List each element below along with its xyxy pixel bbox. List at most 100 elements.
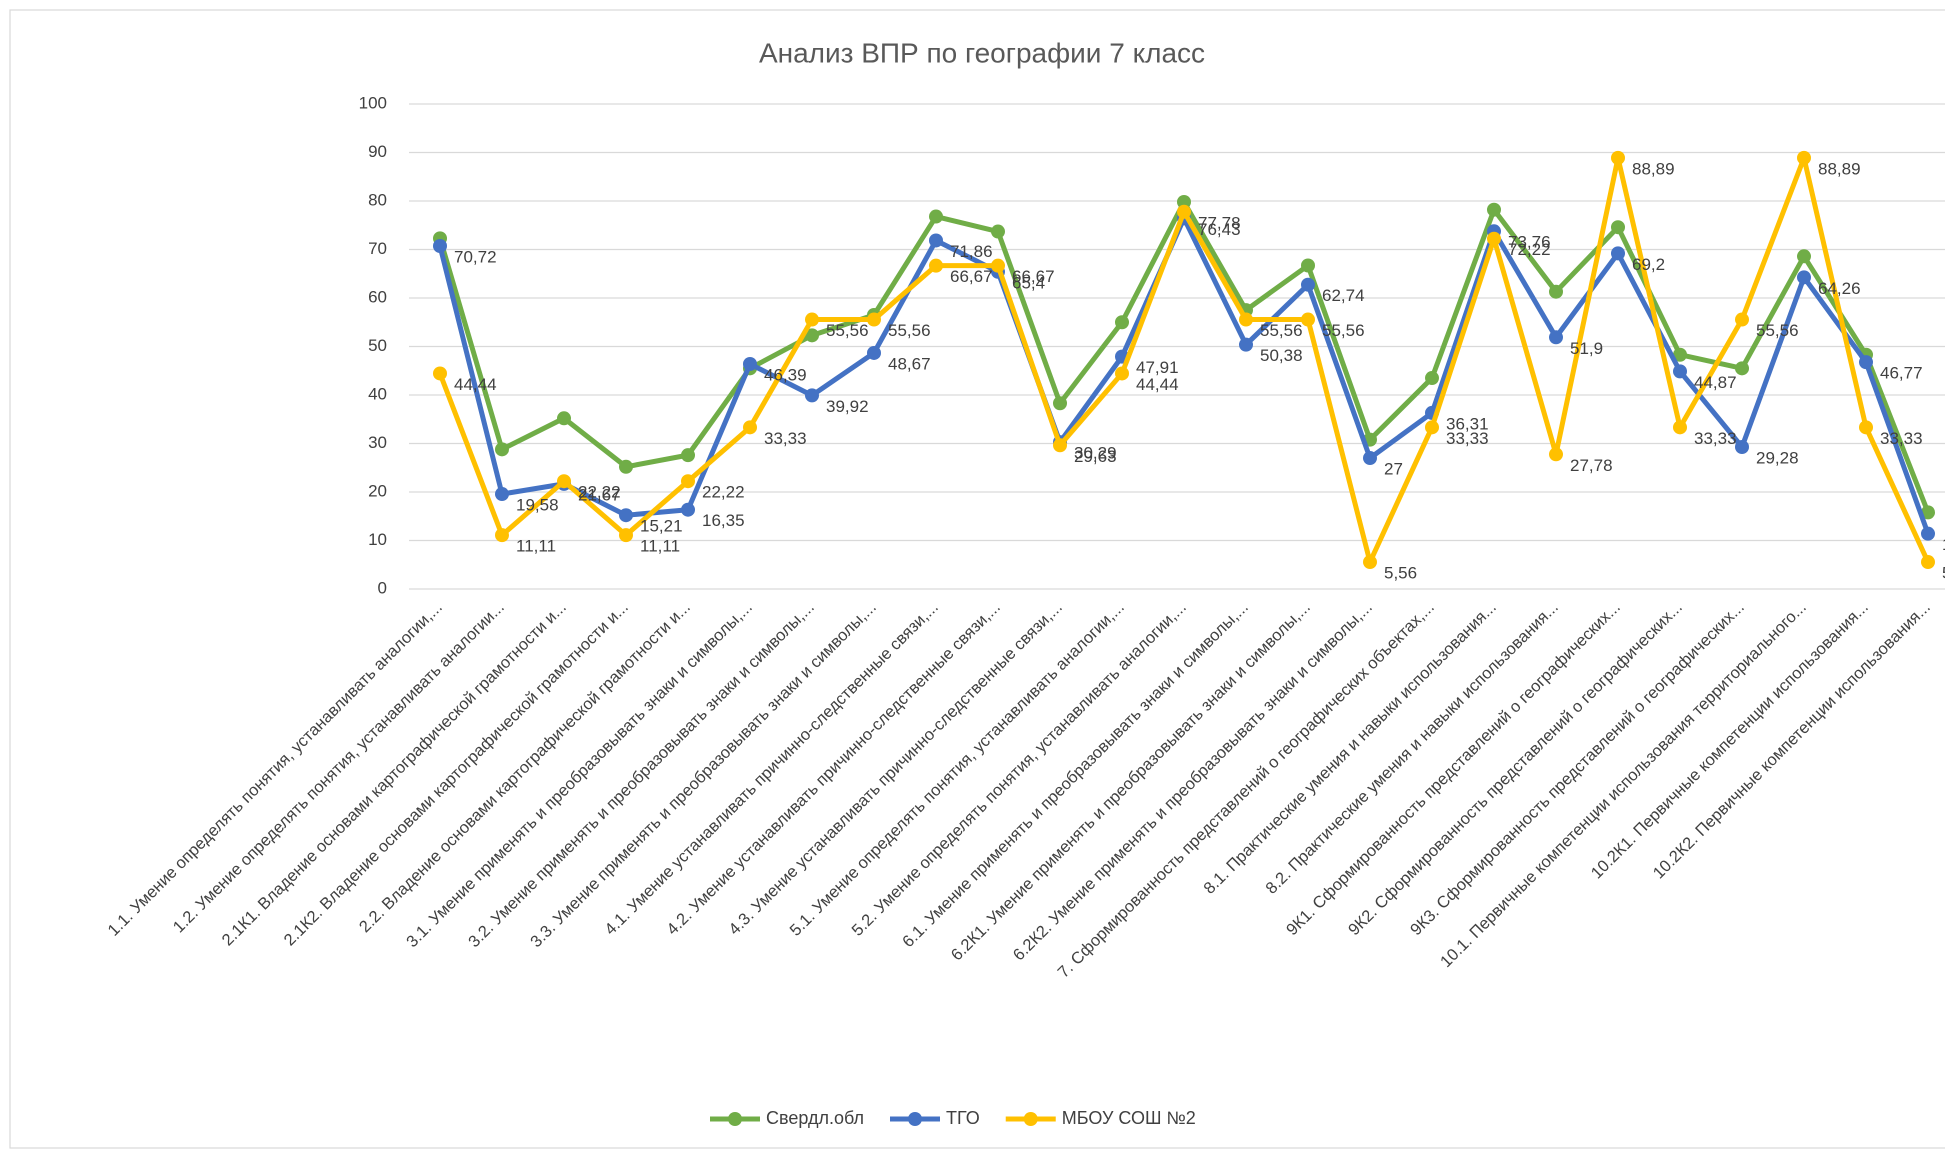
data-label: 88,89 — [1632, 159, 1675, 178]
data-point — [557, 474, 571, 489]
data-point — [1301, 312, 1315, 327]
data-point — [1735, 312, 1749, 327]
data-label: 44,44 — [1136, 375, 1179, 394]
data-label: 11,41 — [1942, 535, 1945, 554]
legend-label: МБОУ СОШ №2 — [1062, 1108, 1196, 1128]
data-point — [1239, 312, 1253, 327]
data-point — [681, 502, 695, 517]
data-label: 11,11 — [516, 537, 556, 556]
data-point — [1549, 330, 1563, 345]
data-point — [1611, 220, 1625, 235]
data-point — [1425, 371, 1439, 386]
data-point — [743, 420, 757, 435]
data-point — [1053, 438, 1067, 453]
data-label: 36,31 — [1446, 414, 1489, 433]
data-point — [557, 411, 571, 426]
data-point — [805, 312, 819, 327]
legend-marker — [1023, 1112, 1038, 1126]
data-point — [1673, 347, 1687, 362]
data-label: 50,38 — [1260, 346, 1303, 365]
data-label: 66,67 — [950, 267, 993, 286]
data-label: 29,28 — [1756, 448, 1799, 467]
data-label: 5,56 — [1384, 564, 1417, 583]
data-label: 55,56 — [888, 321, 931, 340]
data-point — [1363, 451, 1377, 466]
data-point — [929, 233, 943, 248]
data-point — [867, 312, 881, 327]
data-point — [1549, 284, 1563, 299]
data-point — [1301, 258, 1315, 273]
data-label: 47,91 — [1136, 358, 1179, 377]
data-label: 46,39 — [764, 365, 807, 384]
data-label: 51,9 — [1570, 339, 1603, 358]
data-label: 5,56 — [1942, 564, 1945, 583]
data-label: 69,2 — [1632, 255, 1665, 274]
data-point — [867, 345, 881, 360]
data-point — [681, 448, 695, 463]
data-point — [619, 528, 633, 543]
data-point — [1177, 194, 1191, 209]
data-point — [1797, 270, 1811, 285]
data-point — [1115, 366, 1129, 381]
data-point — [1859, 420, 1873, 435]
data-point — [495, 487, 509, 502]
data-point — [1735, 361, 1749, 376]
data-label: 27 — [1384, 460, 1403, 479]
data-point — [1239, 337, 1253, 352]
data-point — [1549, 447, 1563, 462]
data-point — [1797, 150, 1811, 165]
data-label: 30,29 — [1074, 444, 1117, 463]
data-point — [991, 224, 1005, 239]
data-label: 70,72 — [454, 247, 497, 266]
data-point — [1177, 204, 1191, 219]
data-label: 33,33 — [1694, 429, 1737, 448]
data-point — [743, 357, 757, 372]
data-point — [1487, 202, 1501, 217]
data-point — [495, 442, 509, 457]
y-tick-label: 90 — [368, 142, 387, 161]
data-point — [805, 388, 819, 403]
data-label: 16,35 — [702, 511, 745, 530]
data-label: 27,78 — [1570, 456, 1613, 475]
data-label: 62,74 — [1322, 286, 1365, 305]
data-label: 21,67 — [578, 485, 621, 504]
data-label: 33,33 — [1880, 429, 1923, 448]
data-label: 39,92 — [826, 397, 869, 416]
data-label: 71,86 — [950, 242, 993, 261]
y-tick-label: 50 — [368, 336, 387, 355]
y-tick-label: 40 — [368, 384, 387, 403]
data-label: 19,58 — [516, 496, 559, 515]
y-tick-label: 20 — [368, 481, 387, 500]
data-label: 15,21 — [640, 517, 683, 536]
data-label: 55,56 — [826, 321, 869, 340]
y-tick-label: 100 — [359, 93, 387, 112]
data-label: 48,67 — [888, 354, 931, 373]
data-label: 44,87 — [1694, 373, 1737, 392]
data-point — [1611, 150, 1625, 165]
data-point — [1673, 364, 1687, 379]
data-label: 76,43 — [1198, 220, 1241, 239]
legend-marker — [908, 1112, 922, 1126]
data-point — [619, 508, 633, 523]
data-point — [929, 209, 943, 224]
data-label: 33,33 — [1446, 429, 1489, 448]
data-point — [433, 366, 447, 381]
data-label: 29,63 — [1074, 447, 1117, 466]
data-label: 22,22 — [702, 483, 745, 502]
chart-border — [9, 9, 1945, 1149]
data-point — [1797, 249, 1811, 264]
data-point — [991, 258, 1005, 273]
data-label: 55,56 — [1260, 321, 1303, 340]
data-label: 73,76 — [1508, 233, 1551, 252]
y-tick-label: 70 — [368, 239, 387, 258]
data-point — [1053, 396, 1067, 411]
data-point — [1673, 420, 1687, 435]
data-point — [805, 328, 819, 343]
data-point — [1425, 420, 1439, 435]
data-label: 33,33 — [764, 429, 807, 448]
data-label: 11,11 — [640, 537, 680, 556]
chart-title: Анализ ВПР по географии 7 класс — [759, 37, 1205, 68]
data-point — [619, 459, 633, 474]
y-tick-label: 60 — [368, 287, 387, 306]
